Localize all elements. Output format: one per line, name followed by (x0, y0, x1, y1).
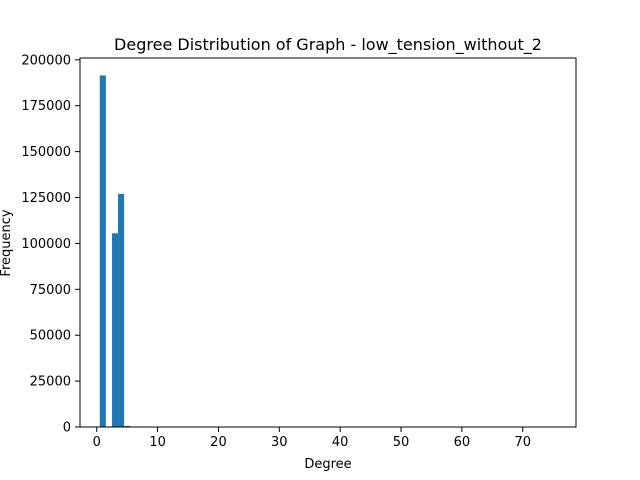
x-tick-label: 60 (454, 435, 471, 450)
x-tick-label: 20 (210, 435, 227, 450)
y-axis: 0 25000 50000 75000 100000 125000 150000 175000… (21, 53, 80, 436)
y-tick-label: 25000 (30, 375, 71, 390)
y-tick-label: 200000 (21, 53, 71, 68)
y-tick-label: 100000 (21, 237, 71, 252)
x-tick-label: 10 (149, 435, 166, 450)
histogram-bar (124, 425, 131, 427)
y-tick-label: 75000 (30, 283, 71, 298)
histogram-bar (111, 233, 119, 427)
x-axis: 0 10 20 30 40 50 60 70 (93, 427, 531, 450)
plot-frame (79, 57, 577, 428)
chart-title: Degree Distribution of Graph - low_tensi… (114, 35, 542, 55)
x-axis-title: Degree (304, 457, 351, 472)
x-tick-label: 50 (393, 435, 410, 450)
y-tick-label: 0 (63, 421, 71, 436)
y-tick-label: 125000 (21, 191, 71, 206)
x-tick-label: 0 (93, 435, 101, 450)
histogram-bar (99, 75, 106, 427)
y-tick-label: 50000 (30, 329, 71, 344)
y-axis-title: Frequency (0, 209, 14, 276)
x-tick-label: 40 (332, 435, 349, 450)
histogram-bar (118, 193, 125, 427)
y-tick-label: 175000 (21, 99, 71, 114)
x-tick-label: 30 (271, 435, 288, 450)
y-tick-label: 150000 (21, 145, 71, 160)
x-tick-label: 70 (514, 435, 531, 450)
